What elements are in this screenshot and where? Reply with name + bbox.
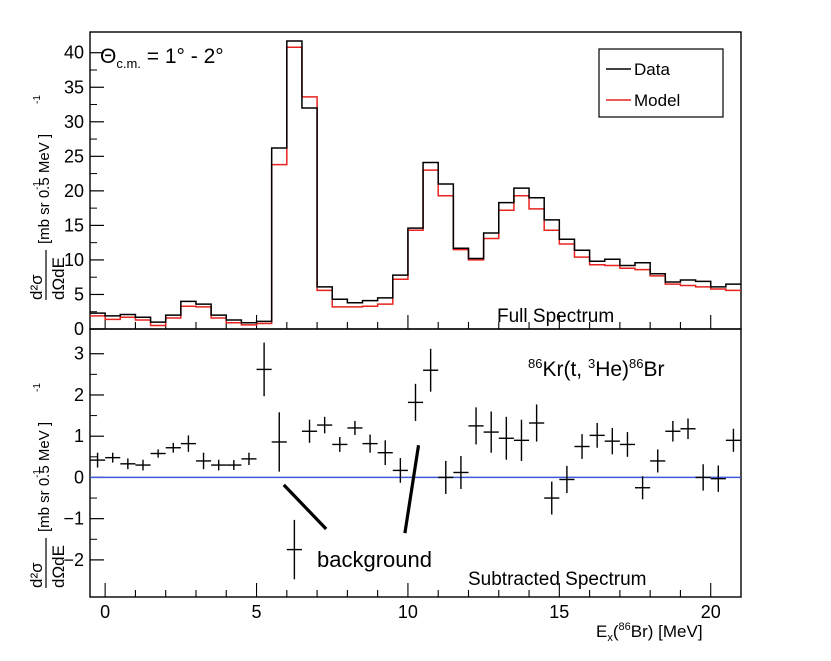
x-tick-label-5: 5	[252, 602, 262, 622]
x-tick-label-10: 10	[398, 602, 418, 622]
data-point	[347, 420, 363, 435]
x-axis-label: Ex(86Br) [MeV]	[596, 621, 703, 644]
data-point	[438, 460, 454, 494]
bottom-y-frac-bottom: dΩdE	[49, 545, 68, 588]
top-panel-title: Θc.m. = 1° - 2°	[100, 45, 224, 71]
data-point	[90, 452, 106, 468]
data-point	[301, 419, 318, 443]
subtracted-spectrum-label: Subtracted Spectrum	[468, 569, 646, 590]
top-y-tick-label-25: 25	[64, 146, 84, 166]
data-point	[710, 465, 726, 492]
bottom-y-units-sup2: -1	[32, 383, 43, 392]
data-point	[407, 383, 424, 421]
data-point	[271, 412, 287, 472]
data-point	[150, 449, 166, 458]
data-point	[574, 434, 590, 459]
top-y-tick-label-5: 5	[74, 284, 84, 304]
legend: Data Model	[598, 48, 724, 118]
top-y-tick-label-20: 20	[64, 181, 84, 201]
data-point	[680, 418, 696, 440]
top-y-ticks: 0 5 10 15 20 25 30 35 40	[64, 43, 104, 339]
legend-data-label: Data	[634, 60, 670, 79]
bottom-panel-frame	[89, 328, 742, 598]
bottom-y-tick-label-1: 1	[74, 426, 84, 446]
top-y-tick-label-0: 0	[74, 319, 84, 339]
data-point	[120, 458, 136, 470]
top-y-units-sup2: -1	[32, 95, 43, 104]
data-point	[665, 420, 681, 442]
top-x-ticks	[104, 315, 712, 329]
data-point	[453, 455, 469, 489]
data-point	[498, 416, 514, 460]
data-point	[423, 348, 439, 392]
top-y-frac-top: d²σ	[27, 274, 46, 300]
top-y-tick-label-40: 40	[64, 43, 84, 63]
data-point	[695, 464, 711, 491]
background-annotation-label: background	[317, 547, 432, 572]
data-point	[241, 452, 257, 466]
series-model-line	[90, 46, 741, 327]
data-point	[619, 432, 636, 457]
data-point	[392, 458, 408, 483]
background-pointer-0	[282, 483, 328, 531]
bottom-y-units: [mb sr 0.5 MeV ]	[36, 422, 53, 532]
data-point	[483, 411, 499, 453]
x-tick-label-0: 0	[100, 602, 110, 622]
data-point	[513, 419, 530, 461]
data-point	[604, 427, 620, 455]
series-data-line	[90, 40, 741, 324]
top-y-frac-bottom: dΩdE	[49, 257, 68, 300]
background-pointer-1	[403, 445, 421, 534]
bottom-x-ticks: 0 5 10 15 20	[100, 583, 721, 622]
data-point	[650, 449, 666, 473]
bottom-y-tick-label-0: 0	[74, 467, 84, 487]
bottom-y-units-sup1: -1	[32, 469, 43, 478]
data-point	[468, 407, 484, 445]
data-point	[105, 452, 121, 463]
data-point	[286, 519, 302, 580]
bottom-y-tick-label-2: 2	[74, 385, 84, 405]
bottom-y-tick-label--2: −2	[63, 550, 84, 570]
data-point	[317, 416, 333, 434]
full-spectrum-label: Full Spectrum	[497, 306, 614, 327]
data-point	[559, 465, 575, 494]
data-point	[195, 452, 212, 470]
top-series-group	[90, 40, 741, 327]
data-point	[211, 459, 227, 471]
data-point	[362, 434, 378, 453]
bottom-y-axis-label: d²σ dΩdE [mb sr 0.5 MeV ] -1 -1	[27, 383, 68, 588]
bottom-y-tick-label--1: −1	[63, 509, 84, 529]
data-point	[256, 342, 272, 397]
data-point	[589, 423, 605, 448]
top-y-units: [mb sr 0.5 MeV ]	[36, 134, 53, 244]
data-point	[377, 440, 393, 466]
data-point	[544, 481, 560, 515]
top-y-units-sup1: -1	[32, 181, 43, 190]
top-y-tick-label-10: 10	[64, 250, 84, 270]
data-point	[135, 459, 151, 471]
data-point	[529, 404, 545, 442]
top-y-axis-label: d²σ dΩdE [mb sr 0.5 MeV ] -1 -1	[27, 95, 68, 300]
bottom-y-tick-label-3: 3	[74, 344, 84, 364]
x-tick-label-15: 15	[549, 602, 569, 622]
top-y-tick-label-30: 30	[64, 112, 84, 132]
bottom-y-frac-top: d²σ	[27, 562, 46, 588]
background-annotation	[282, 445, 421, 534]
top-y-tick-label-35: 35	[64, 77, 84, 97]
data-point	[332, 437, 348, 452]
legend-box	[598, 48, 724, 118]
data-point	[226, 460, 242, 471]
bottom-points-group	[90, 342, 741, 580]
reaction-label: 86Kr(t, 3He)86Br	[528, 356, 665, 381]
data-point	[180, 435, 196, 452]
data-point	[725, 428, 741, 452]
top-y-tick-label-15: 15	[64, 215, 84, 235]
legend-model-label: Model	[634, 91, 680, 110]
data-point	[165, 442, 181, 453]
data-point	[635, 476, 651, 500]
x-tick-label-20: 20	[701, 602, 721, 622]
